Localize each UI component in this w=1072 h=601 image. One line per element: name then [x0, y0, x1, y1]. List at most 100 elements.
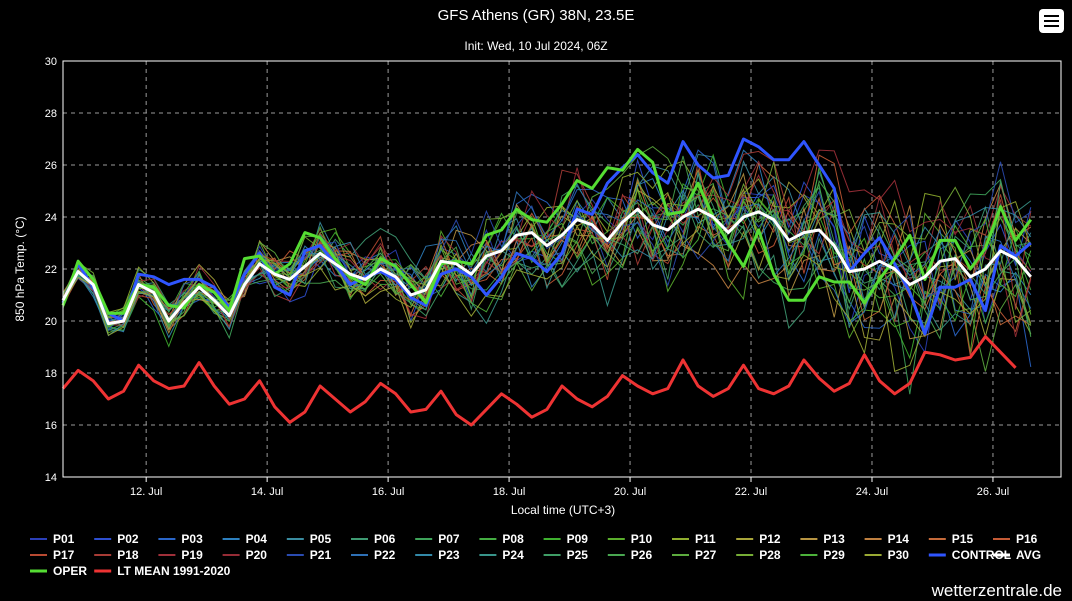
legend-item-p01[interactable]: P01	[30, 532, 75, 546]
legend-item-p12[interactable]: P12	[736, 532, 781, 546]
legend-item-p08[interactable]: P08	[479, 532, 524, 546]
plot-frame	[62, 60, 1062, 478]
legend-item-control[interactable]: CONTROL	[928, 548, 1011, 562]
legend-item-oper[interactable]: OPER	[30, 564, 87, 578]
series-line-oper	[61, 147, 1033, 315]
series-line-control	[61, 137, 1032, 336]
legend-label: OPER	[53, 564, 87, 578]
x-tick-label: 20. Jul	[614, 486, 646, 498]
x-tick-label: 18. Jul	[493, 486, 525, 498]
legend-item-p30[interactable]: P30	[864, 548, 910, 562]
legend-item-p14[interactable]: P14	[864, 532, 910, 546]
legend-label: P11	[695, 532, 716, 546]
member-line-p14	[62, 182, 1032, 326]
menu-button[interactable]	[1039, 9, 1064, 33]
legend-label: P22	[374, 548, 396, 562]
y-tick-label: 16	[45, 420, 57, 432]
legend-item-p26[interactable]: P26	[607, 548, 653, 562]
legend-label: P09	[567, 532, 589, 546]
menu-bar	[1044, 20, 1059, 22]
legend-label: P06	[374, 532, 396, 546]
legend-item-p05[interactable]: P05	[286, 532, 332, 546]
x-tick-label: 12. Jul	[130, 486, 162, 498]
legend-label: P15	[952, 532, 974, 546]
legend-item-p09[interactable]: P09	[543, 532, 589, 546]
legend-label: P26	[631, 548, 653, 562]
legend-label: P05	[310, 532, 332, 546]
chart-title: GFS Athens (GR) 38N, 23.5E	[438, 7, 635, 24]
legend-item-p24[interactable]: P24	[479, 548, 524, 562]
legend-label: P24	[502, 548, 524, 562]
legend-item-p25[interactable]: P25	[543, 548, 589, 562]
legend-item-p19[interactable]: P19	[158, 548, 203, 562]
legend-item-p20[interactable]: P20	[222, 548, 268, 562]
legend-label: P02	[117, 532, 139, 546]
chart-subtitle: Init: Wed, 10 Jul 2024, 06Z	[464, 39, 607, 53]
legend-label: P16	[1016, 532, 1038, 546]
legend-label: P20	[246, 548, 268, 562]
x-tick-label: 26. Jul	[977, 486, 1009, 498]
legend-item-p21[interactable]: P21	[286, 548, 332, 562]
x-tick-label: 24. Jul	[856, 486, 888, 498]
legend-item-p16[interactable]: P16	[993, 532, 1038, 546]
x-tick-label: 14. Jul	[251, 486, 283, 498]
legend-item-p29[interactable]: P29	[800, 548, 845, 562]
legend-item-p17[interactable]: P17	[30, 548, 75, 562]
legend-label: CONTROL	[952, 548, 1011, 562]
y-tick-label: 26	[45, 160, 57, 172]
y-tick-label: 24	[45, 212, 57, 224]
legend-item-p06[interactable]: P06	[351, 532, 396, 546]
legend-label: P17	[53, 548, 75, 562]
legend-label: AVG	[1016, 548, 1041, 562]
series-line-lt-mean-1991-2020	[61, 335, 1017, 427]
main-series	[61, 137, 1033, 427]
legend-item-p10[interactable]: P10	[607, 532, 653, 546]
y-axis-ticks: 14 16 18 20 22 24 26 28 30	[45, 56, 57, 484]
legend-label: P01	[53, 532, 75, 546]
legend-item-p13[interactable]: P13	[800, 532, 845, 546]
legend-item-p02[interactable]: P02	[94, 532, 139, 546]
legend-item-p23[interactable]: P23	[415, 548, 460, 562]
legend-item-p07[interactable]: P07	[415, 532, 460, 546]
legend-item-lt-mean-1991-2020[interactable]: LT MEAN 1991-2020	[94, 564, 231, 578]
legend-item-p27[interactable]: P27	[672, 548, 717, 562]
legend-label: P07	[438, 532, 460, 546]
y-tick-label: 14	[45, 472, 57, 484]
legend-label: P14	[888, 532, 910, 546]
legend-label: P13	[823, 532, 845, 546]
credit-text: wetterzentrale.de	[931, 581, 1062, 600]
legend-label: P23	[438, 548, 460, 562]
legend-item-p03[interactable]: P03	[158, 532, 203, 546]
legend-label: P04	[246, 532, 268, 546]
x-tick-label: 16. Jul	[372, 486, 404, 498]
legend-item-p18[interactable]: P18	[94, 548, 139, 562]
legend-item-p04[interactable]: P04	[222, 532, 268, 546]
legend-label: P27	[695, 548, 717, 562]
y-tick-label: 22	[45, 264, 57, 276]
legend-item-avg[interactable]: AVG	[993, 548, 1041, 562]
member-line-p12	[62, 181, 1032, 341]
x-axis-label: Local time (UTC+3)	[511, 503, 615, 517]
legend-item-p22[interactable]: P22	[351, 548, 396, 562]
legend-label: P30	[888, 548, 910, 562]
menu-bar	[1044, 25, 1059, 27]
legend-label: P25	[567, 548, 589, 562]
legend: P01 P02 P03 P04 P05 P06 P07 P08 P09 P10 P11 P12 P13 P…	[30, 532, 1041, 578]
legend-label: P29	[823, 548, 845, 562]
member-line-p20	[62, 160, 1032, 338]
y-tick-label: 30	[45, 56, 57, 68]
legend-label: P08	[502, 532, 524, 546]
legend-label: P19	[181, 548, 203, 562]
y-axis-label: 850 hPa Temp. (°C)	[13, 216, 27, 321]
y-tick-label: 20	[45, 316, 57, 328]
legend-label: P18	[117, 548, 139, 562]
x-axis-ticks: 12. Jul 14. Jul 16. Jul 18. Jul 20. Jul 22. J…	[130, 477, 1009, 498]
y-tick-label: 28	[45, 108, 57, 120]
legend-item-p15[interactable]: P15	[928, 532, 974, 546]
legend-item-p11[interactable]: P11	[672, 532, 716, 546]
legend-label: P21	[310, 548, 332, 562]
legend-item-p28[interactable]: P28	[736, 548, 781, 562]
legend-label: LT MEAN 1991-2020	[117, 564, 230, 578]
x-tick-label: 22. Jul	[735, 486, 767, 498]
